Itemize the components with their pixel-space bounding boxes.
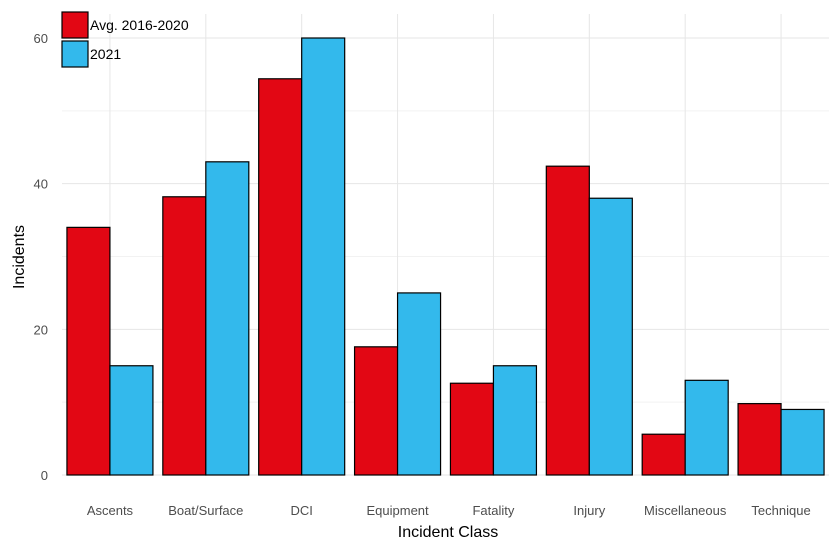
bar-current-fatality [492, 365, 538, 476]
y-tick-label: 40 [34, 177, 48, 192]
bar-avg-miscellaneous [641, 433, 686, 476]
legend-swatch [61, 40, 89, 68]
y-tick-label: 60 [34, 31, 48, 46]
x-tick-label: Equipment [366, 503, 429, 518]
y-axis-ticks: 0 20 40 60 [34, 31, 48, 483]
x-axis-title: Incident Class [398, 524, 499, 541]
bar-avg-technique [737, 403, 782, 476]
bar-current-dci [301, 37, 346, 476]
bar-avg-fatality [449, 382, 495, 476]
x-tick-label: Injury [573, 503, 605, 518]
x-axis-ticks: Ascents Boat/Surface DCI Equipment Fatality I… [87, 503, 811, 518]
bar-current-technique [780, 408, 825, 476]
legend-label: Avg. 2016-2020 [90, 17, 189, 33]
x-tick-label: DCI [290, 503, 312, 518]
y-tick-label: 0 [41, 468, 48, 483]
x-tick-label: Ascents [87, 503, 134, 518]
bar-current-ascents [109, 365, 154, 476]
bar-avg-injury [545, 165, 590, 476]
bar-avg-ascents [66, 226, 111, 476]
bar-current-equipment [396, 292, 442, 476]
bar-current-miscellaneous [684, 379, 729, 476]
legend: Avg. 2016-2020 2021 [61, 11, 189, 68]
bars [66, 37, 825, 476]
legend-label: 2021 [90, 46, 121, 62]
bar-avg-boat-surface [162, 196, 207, 476]
y-axis-title: Incidents [11, 225, 28, 289]
x-tick-label: Miscellaneous [644, 503, 727, 518]
x-tick-label: Boat/Surface [168, 503, 243, 518]
x-tick-label: Technique [751, 503, 810, 518]
y-tick-label: 20 [34, 322, 48, 337]
bar-avg-equipment [353, 346, 399, 476]
x-tick-label: Fatality [472, 503, 514, 518]
bar-current-injury [588, 197, 633, 476]
legend-swatch [61, 11, 89, 39]
bar-avg-dci [258, 78, 303, 476]
bar-current-boat-surface [205, 161, 250, 476]
